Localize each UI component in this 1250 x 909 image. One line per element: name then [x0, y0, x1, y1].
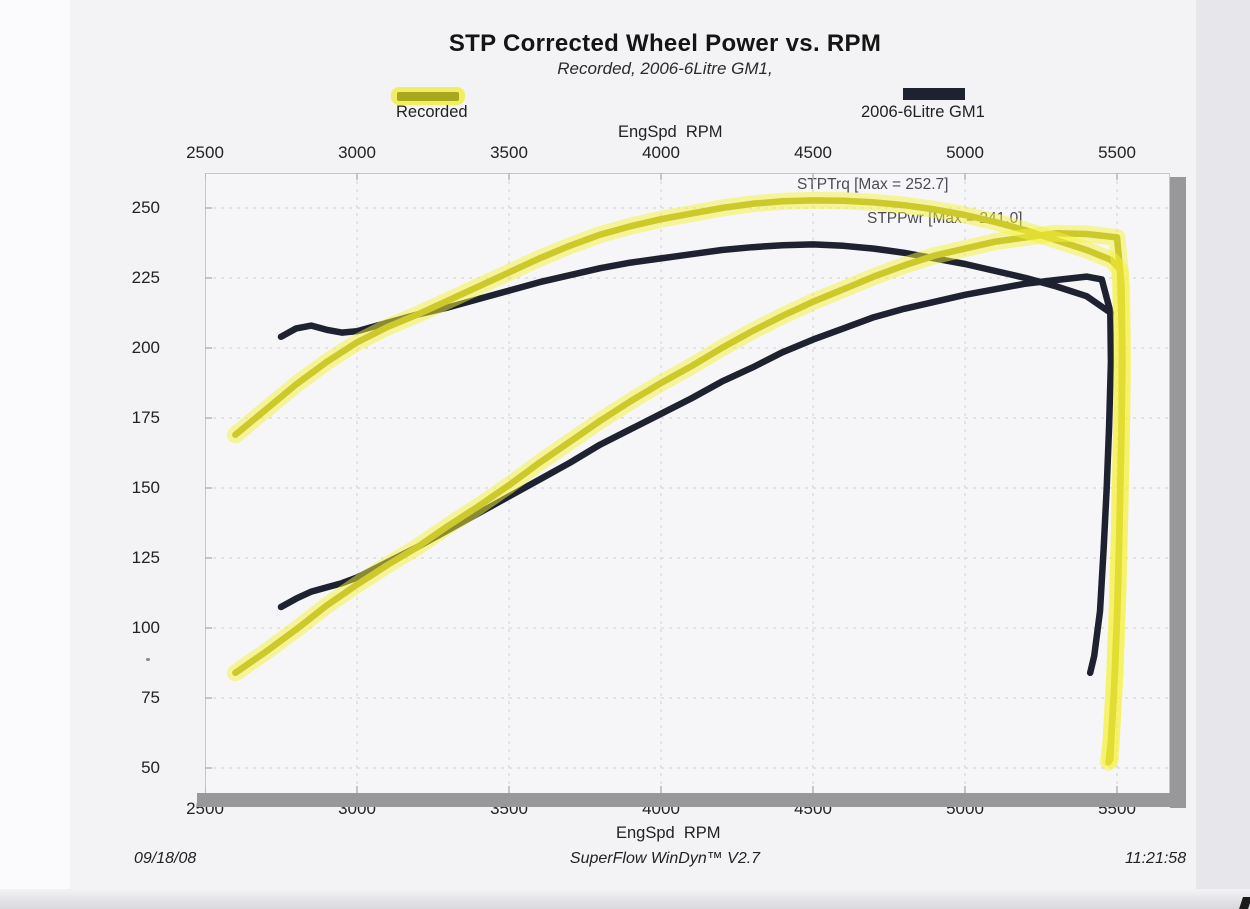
x-tick-label-top: 4500: [794, 143, 832, 162]
curve-gm1-torque: [277, 241, 1115, 341]
scan-page-right-edge: [1196, 0, 1250, 909]
footer-software: SuperFlow WinDyn™ V2.7: [569, 850, 761, 867]
curve-recorded-power: [232, 229, 1126, 763]
footer-date: 09/18/08: [134, 850, 197, 867]
x-axis-title-bottom: EngSpd RPM: [616, 824, 721, 842]
plot-shadow-bottom: [197, 793, 1185, 807]
y-tick-label: 200: [131, 338, 160, 357]
scan-page-left-edge: [0, 0, 70, 909]
y-tick-label: 175: [131, 408, 160, 427]
x-tick-label-top: 4000: [642, 143, 680, 162]
curve-gm1-power: [277, 273, 1115, 677]
x-axis-title-top: EngSpd RPM: [618, 123, 723, 141]
highlighter-recorded-power: [226, 224, 1131, 769]
y-tick-label: 75: [141, 688, 160, 707]
y-tick-label: 125: [131, 548, 160, 567]
footer-time: 11:21:58: [1125, 850, 1187, 867]
legend-swatch-recorded: [391, 87, 465, 105]
scan-page-bottom-shadow: [0, 889, 1250, 909]
highlighter-recorded-torque: [226, 191, 1131, 771]
x-tick-label-top: 5000: [946, 143, 984, 162]
annotation-stptrq-max: STPTrq [Max = 252.7]: [797, 176, 949, 193]
y-tick-label: 150: [131, 478, 160, 497]
scan-speck: [146, 658, 150, 661]
legend-swatch-gm1: [903, 88, 965, 100]
dyno-curves-plot: [205, 173, 1168, 793]
curve-recorded-torque: [232, 197, 1126, 766]
x-tick-label-top: 2500: [186, 143, 224, 162]
plot-shadow-right: [1170, 177, 1186, 808]
legend-label-recorded: Recorded: [396, 103, 468, 121]
x-tick-label-top: 3500: [490, 143, 528, 162]
page-title: STP Corrected Wheel Power vs. RPM: [448, 30, 882, 57]
legend-swatch-recorded-core: [397, 91, 459, 101]
y-tick-label: 100: [131, 618, 160, 637]
x-tick-label-top: 3000: [338, 143, 376, 162]
y-tick-label: 250: [131, 198, 160, 217]
y-tick-label: 50: [141, 758, 160, 777]
page-subtitle: Recorded, 2006-6Litre GM1,: [557, 59, 773, 78]
legend-label-gm1: 2006-6Litre GM1: [861, 103, 985, 121]
x-tick-label-top: 5500: [1098, 143, 1136, 162]
y-tick-label: 225: [131, 268, 160, 287]
